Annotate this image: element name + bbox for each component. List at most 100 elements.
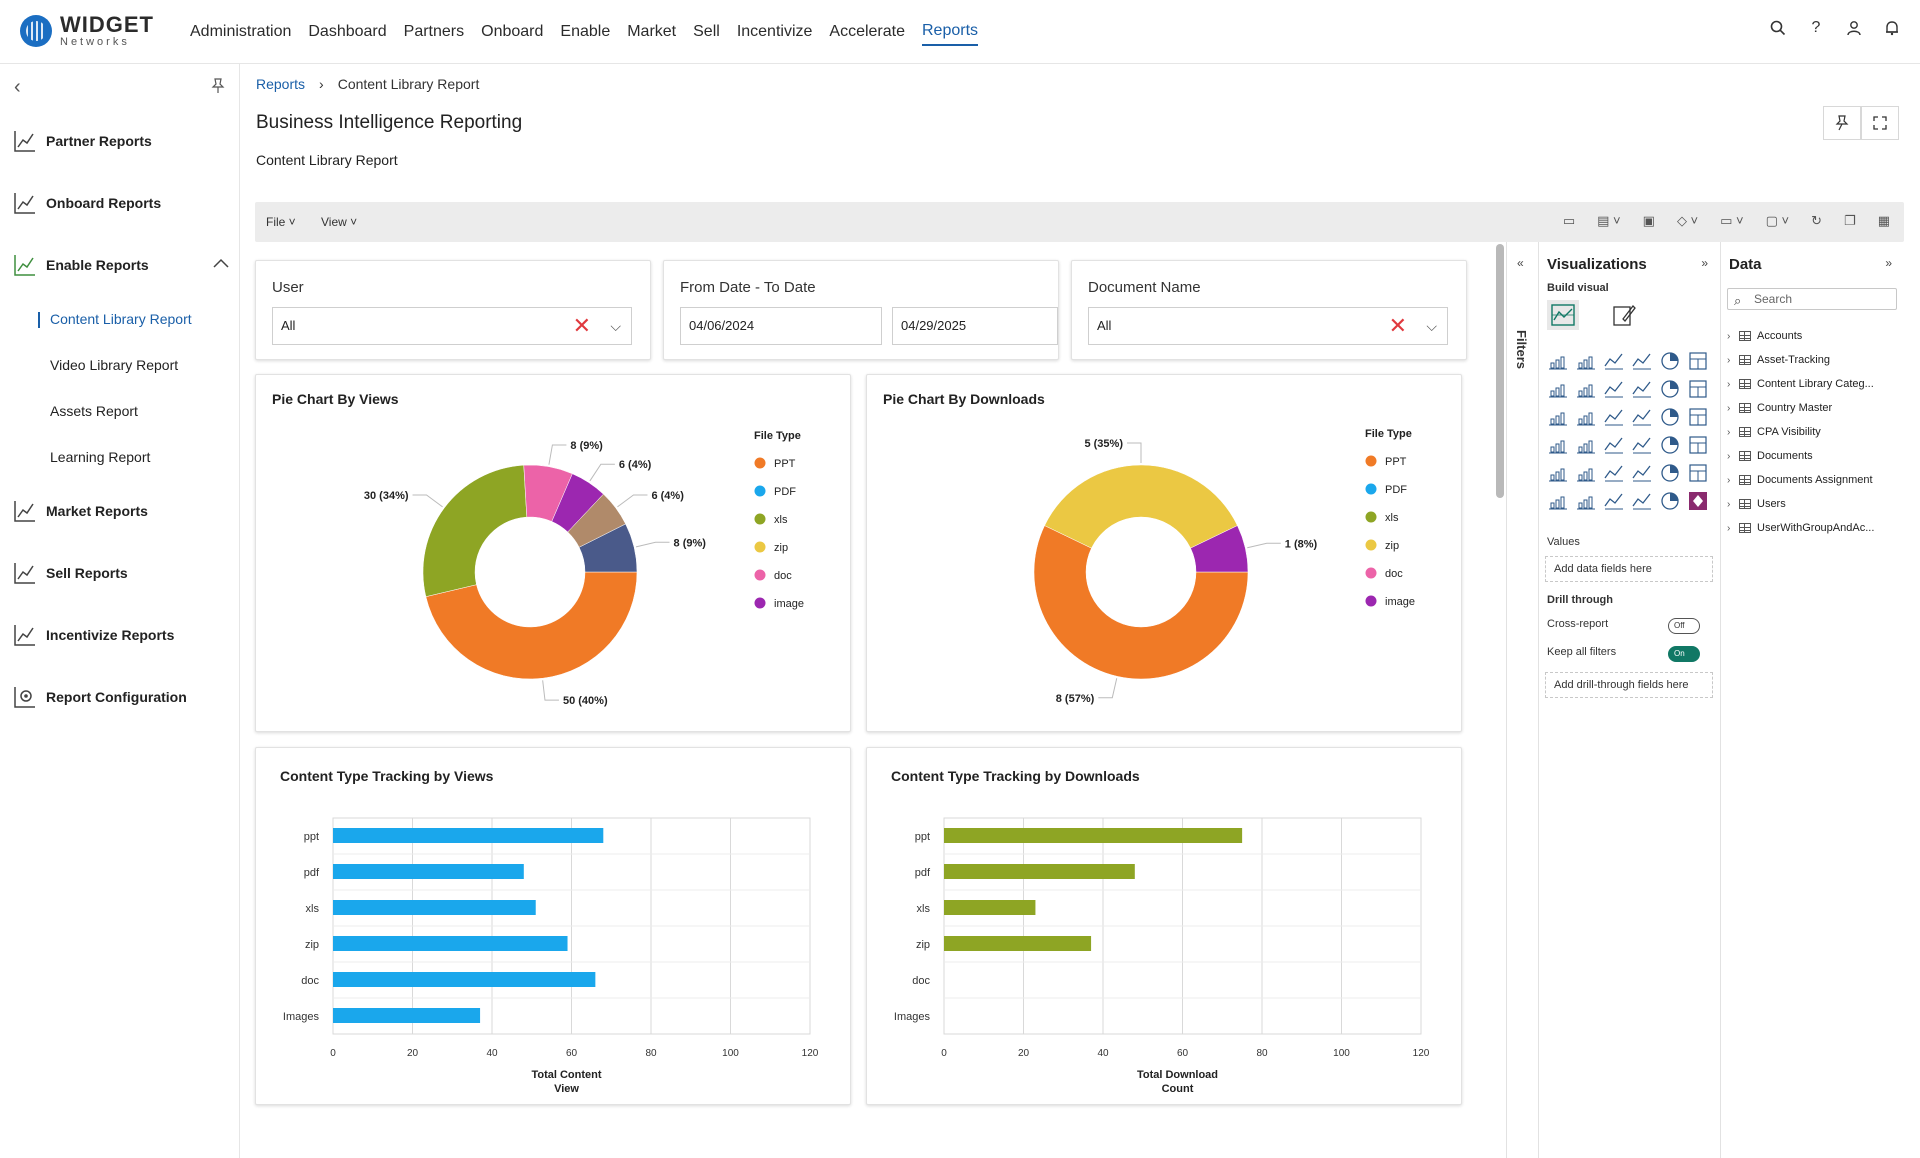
bar[interactable] xyxy=(944,864,1135,879)
sidebar-item-enable-reports[interactable]: Enable Reports xyxy=(0,234,239,296)
data-table-item[interactable]: › Documents xyxy=(1727,444,1874,468)
matrix-visual-icon[interactable] xyxy=(1659,462,1681,484)
r-script-visual-icon[interactable] xyxy=(1687,462,1709,484)
view-menu[interactable]: View ˅ xyxy=(321,215,358,229)
bar[interactable] xyxy=(333,864,524,879)
chevron-right-icon[interactable]: › xyxy=(1727,354,1731,366)
pie-visual-icon[interactable] xyxy=(1659,406,1681,428)
clustered-column-visual-icon[interactable] xyxy=(1631,350,1653,372)
save-icon[interactable]: ▦ xyxy=(1877,213,1890,228)
nav-partners[interactable]: Partners xyxy=(403,23,465,40)
chevron-right-icon[interactable]: › xyxy=(1727,426,1731,438)
pie-slice[interactable] xyxy=(578,523,638,573)
drill-through-dropzone[interactable]: Add drill-through fields here xyxy=(1545,672,1713,698)
stacked-column-visual-icon[interactable] xyxy=(1575,350,1597,372)
sidebar-item-report-configuration[interactable]: Report Configuration xyxy=(0,666,239,728)
data-search-input[interactable]: ⌕ Search xyxy=(1727,288,1897,310)
stacked-bar-visual-icon[interactable] xyxy=(1547,350,1569,372)
chevron-left-icon[interactable]: ‹ xyxy=(14,76,21,98)
nav-enable[interactable]: Enable xyxy=(560,23,611,40)
canvas-scrollbar[interactable] xyxy=(1496,244,1504,498)
sidebar-subitem-video-library[interactable]: Video Library Report xyxy=(50,357,179,373)
bar[interactable] xyxy=(333,972,596,987)
line-visual-icon[interactable] xyxy=(1547,378,1569,400)
format-visual-icon[interactable] xyxy=(1611,302,1637,333)
nav-accelerate[interactable]: Accelerate xyxy=(829,23,905,40)
data-table-item[interactable]: › Content Library Categ... xyxy=(1727,372,1874,396)
nav-reports[interactable]: Reports xyxy=(922,18,979,46)
help-icon[interactable]: ? xyxy=(1811,19,1821,36)
chevron-right-icon[interactable]: › xyxy=(1727,498,1731,510)
build-visual-icon[interactable] xyxy=(1547,300,1579,330)
bar[interactable] xyxy=(333,900,536,915)
clear-icon[interactable]: ✕ xyxy=(1388,313,1407,338)
chevron-down-icon[interactable]: ⌵ xyxy=(1426,318,1437,334)
chevron-left-icon[interactable]: « xyxy=(1517,256,1524,270)
bar[interactable] xyxy=(333,936,568,951)
azure-map-visual-icon[interactable] xyxy=(1631,434,1653,456)
bar-chart-downloads[interactable]: 0 20 40 60 80 100 120 ppt pdf xls zip doc Images Tota… xyxy=(867,748,1461,1104)
gauge-visual-icon[interactable] xyxy=(1659,434,1681,456)
bar[interactable] xyxy=(333,828,604,843)
treemap-visual-icon[interactable] xyxy=(1547,434,1569,456)
data-table-item[interactable]: › Accounts xyxy=(1727,324,1874,348)
duplicate-icon[interactable]: ❐ xyxy=(1844,213,1856,228)
pie-slice[interactable] xyxy=(422,464,528,597)
bookmark-icon[interactable]: ▤ ˅ xyxy=(1597,213,1621,228)
sidebar-subitem-assets[interactable]: Assets Report xyxy=(50,403,138,419)
pie-slice[interactable] xyxy=(1033,525,1249,680)
area-visual-icon[interactable] xyxy=(1575,378,1597,400)
data-table-item[interactable]: › Users xyxy=(1727,492,1874,516)
chevron-right-icon[interactable]: » xyxy=(1701,256,1708,270)
chevron-right-icon[interactable]: › xyxy=(1727,402,1731,414)
values-dropzone[interactable]: Add data fields here xyxy=(1545,556,1713,582)
refresh-icon[interactable]: ↻ xyxy=(1811,213,1823,228)
nav-sell[interactable]: Sell xyxy=(693,23,720,40)
kpi-visual-icon[interactable] xyxy=(1575,462,1597,484)
data-table-item[interactable]: › Country Master xyxy=(1727,396,1874,420)
funnel-visual-icon[interactable] xyxy=(1603,406,1625,428)
user-dropdown[interactable]: All ✕ ⌵ xyxy=(272,307,632,345)
pie-chart-downloads[interactable]: 8 (57%) 5 (35%) 1 (8%) File Type PPT PDF xls zi… xyxy=(867,375,1461,731)
data-table-item[interactable]: › UserWithGroupAndAc... xyxy=(1727,516,1874,540)
nav-onboard[interactable]: Onboard xyxy=(481,23,544,40)
power-apps-visual-icon[interactable] xyxy=(1687,490,1709,512)
data-table-item[interactable]: › Asset-Tracking xyxy=(1727,348,1874,372)
combo-visual-icon[interactable] xyxy=(1687,378,1709,400)
bar[interactable] xyxy=(944,936,1092,951)
chevron-right-icon[interactable]: › xyxy=(1727,330,1731,342)
nav-dashboard[interactable]: Dashboard xyxy=(308,23,387,40)
bar[interactable] xyxy=(944,900,1036,915)
pin-icon[interactable] xyxy=(211,78,225,97)
qa-visual-icon[interactable] xyxy=(1575,490,1597,512)
sidebar-item-sell-reports[interactable]: Sell Reports xyxy=(0,542,239,604)
chevron-up-icon[interactable] xyxy=(213,258,229,268)
chevron-right-icon[interactable]: › xyxy=(1727,522,1731,534)
notes-icon[interactable]: ▣ xyxy=(1642,213,1655,228)
multirow-card-visual-icon[interactable] xyxy=(1547,462,1569,484)
brand-logo[interactable]: WIDGET Networks xyxy=(20,14,154,48)
filters-pane-collapsed[interactable]: « Filters xyxy=(1506,242,1538,1158)
chevron-right-icon[interactable]: » xyxy=(1885,256,1892,270)
sidebar-item-partner-reports[interactable]: Partner Reports xyxy=(0,110,239,172)
layout-icon[interactable]: ▢ ˅ xyxy=(1765,213,1790,228)
decomposition-visual-icon[interactable] xyxy=(1547,490,1569,512)
sidebar-item-incentivize-reports[interactable]: Incentivize Reports xyxy=(0,604,239,666)
stacked-area-visual-icon[interactable] xyxy=(1603,378,1625,400)
100-column-visual-icon[interactable] xyxy=(1687,350,1709,372)
chevron-right-icon[interactable]: › xyxy=(1727,474,1731,486)
present-icon[interactable]: ▭ ˅ xyxy=(1720,213,1744,228)
bar-chart-views[interactable]: 0 20 40 60 80 100 120 ppt pdf xls zip doc Images Tota… xyxy=(256,748,850,1104)
ribbon-visual-icon[interactable] xyxy=(1631,378,1653,400)
100-bar-visual-icon[interactable] xyxy=(1659,350,1681,372)
shapes-icon[interactable]: ◇ ˅ xyxy=(1676,213,1699,228)
narrative-visual-icon[interactable] xyxy=(1603,490,1625,512)
chevron-down-icon[interactable]: ⌵ xyxy=(610,318,621,334)
document-dropdown[interactable]: All ✕ ⌵ xyxy=(1088,307,1448,345)
pie-chart-views[interactable]: 50 (40%) 30 (34%) 8 (9%) 6 (4%) 6 (4%) 8 (9%)… xyxy=(256,375,850,731)
chevron-right-icon[interactable]: › xyxy=(1727,378,1731,390)
data-table-item[interactable]: › CPA Visibility xyxy=(1727,420,1874,444)
fullscreen-icon[interactable] xyxy=(1861,106,1899,140)
keep-filters-toggle[interactable]: On xyxy=(1668,646,1700,662)
comment-icon[interactable]: ▭ xyxy=(1562,213,1576,228)
